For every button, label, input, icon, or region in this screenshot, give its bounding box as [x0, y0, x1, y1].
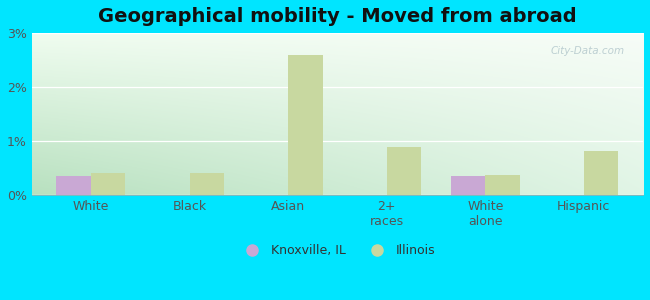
Bar [91, 172, 125, 195]
Text: City-Data.com: City-Data.com [551, 46, 625, 56]
Bar [190, 172, 224, 195]
Title: Geographical mobility - Moved from abroad: Geographical mobility - Moved from abroa… [98, 7, 577, 26]
Bar [451, 176, 486, 195]
Bar [486, 175, 520, 195]
Bar [387, 147, 421, 195]
Bar [57, 176, 91, 195]
Legend: Knoxville, IL, Illinois: Knoxville, IL, Illinois [235, 239, 440, 262]
Bar [584, 151, 618, 195]
Bar [288, 55, 322, 195]
